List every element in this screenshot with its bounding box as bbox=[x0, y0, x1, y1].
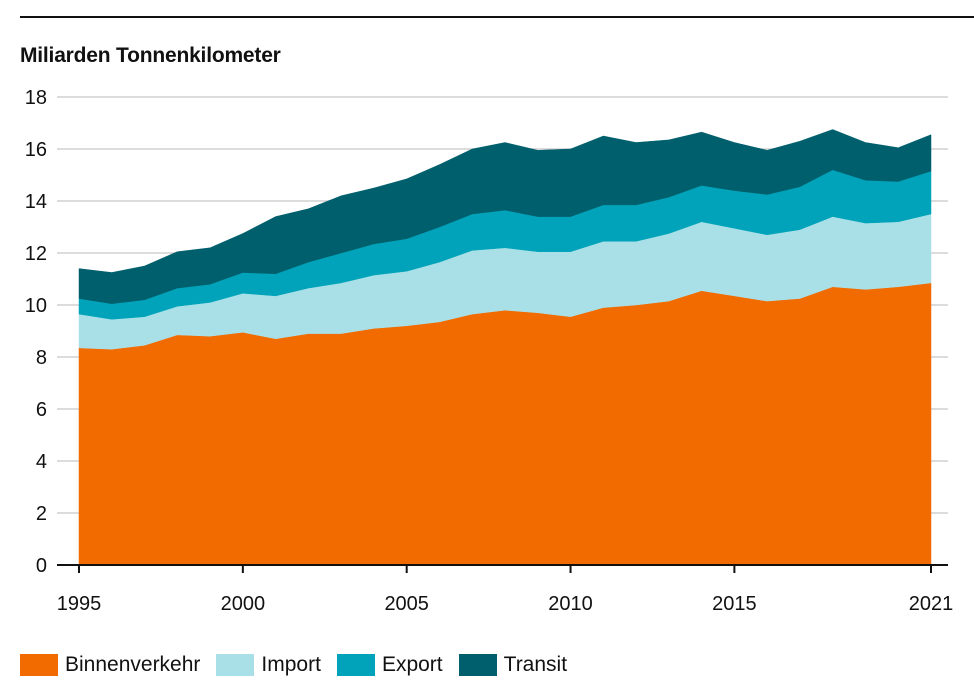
legend: Binnenverkehr Import Export Transit bbox=[20, 650, 583, 680]
x-tick-label: 2021 bbox=[909, 593, 954, 615]
legend-item-export: Export bbox=[336, 653, 443, 677]
x-tick-label: 2005 bbox=[384, 593, 429, 615]
y-tick-label: 2 bbox=[36, 503, 47, 525]
legend-label: Transit bbox=[503, 653, 568, 676]
legend-item-transit: Transit bbox=[458, 653, 568, 677]
legend-label: Binnenverkehr bbox=[65, 653, 201, 676]
y-tick-label: 0 bbox=[36, 555, 47, 577]
y-tick-label: 6 bbox=[36, 399, 47, 421]
y-axis-title: Miliarden Tonnenkilometer bbox=[20, 44, 281, 67]
legend-label: Import bbox=[261, 653, 321, 676]
area-series-group bbox=[78, 129, 932, 566]
axes bbox=[57, 564, 948, 573]
y-tick-label: 14 bbox=[25, 191, 47, 213]
x-tick-label: 1995 bbox=[57, 593, 102, 615]
legend-swatch bbox=[336, 654, 375, 676]
legend-swatch bbox=[458, 654, 497, 676]
area-series-transit bbox=[78, 129, 932, 304]
legend-item-import: Import bbox=[216, 653, 321, 677]
y-tick-labels: 0 2 4 6 8 10 12 14 16 18 bbox=[25, 87, 47, 577]
y-tick-label: 16 bbox=[25, 139, 47, 161]
top-rule bbox=[20, 16, 974, 18]
x-tick-label: 2000 bbox=[221, 593, 266, 615]
legend-swatch bbox=[20, 654, 58, 676]
y-tick-label: 18 bbox=[25, 87, 47, 109]
y-tick-label: 10 bbox=[25, 295, 47, 317]
y-tick-label: 8 bbox=[36, 347, 47, 369]
y-tick-label: 12 bbox=[25, 243, 47, 265]
x-tick-label: 2015 bbox=[712, 593, 757, 615]
legend-swatch bbox=[216, 654, 255, 676]
x-tick-labels: 1995 2000 2005 2010 2015 2021 bbox=[57, 593, 954, 615]
legend-label: Export bbox=[381, 653, 443, 676]
x-tick-label: 2010 bbox=[548, 593, 593, 615]
y-tick-label: 4 bbox=[36, 451, 47, 473]
legend-item-binnenverkehr: Binnenverkehr bbox=[20, 653, 200, 677]
